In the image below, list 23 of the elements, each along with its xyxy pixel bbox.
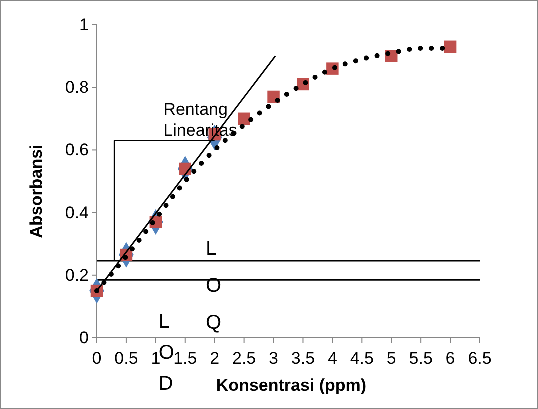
y-axis-title: Absorbansi [27,144,46,238]
x-tick-label: 2.5 [232,348,256,368]
y-tick-label: 1 [80,15,89,34]
x-tick-label: 3 [269,348,279,368]
x-tick-label: 5 [386,348,396,368]
x-tick-label: 1 [151,348,161,368]
x-tick-label: 4 [328,348,338,368]
x-tick-label: 2 [210,348,220,368]
y-tick-label: 0 [80,328,89,348]
y-tick-label: 0.8 [65,78,89,98]
y-tick-label: 0.2 [65,266,89,285]
x-tick-label: 6 [446,348,456,368]
x-tick-label: 3.5 [291,348,316,368]
x-axis-title: Konsentrasi (ppm) [216,376,367,395]
x-tick-label: 0.5 [114,348,138,368]
ref-line-label: LOD [158,311,174,396]
x-tick-label: 6.5 [468,348,492,368]
x-tick-label: 0 [92,348,102,368]
y-tick-label: 0.4 [65,203,89,222]
x-tick-label: 4.5 [350,348,374,368]
y-tick-label: 0.6 [65,140,89,160]
x-tick-label: 5.5 [409,348,433,368]
x-tick-label: 1.5 [174,348,198,368]
